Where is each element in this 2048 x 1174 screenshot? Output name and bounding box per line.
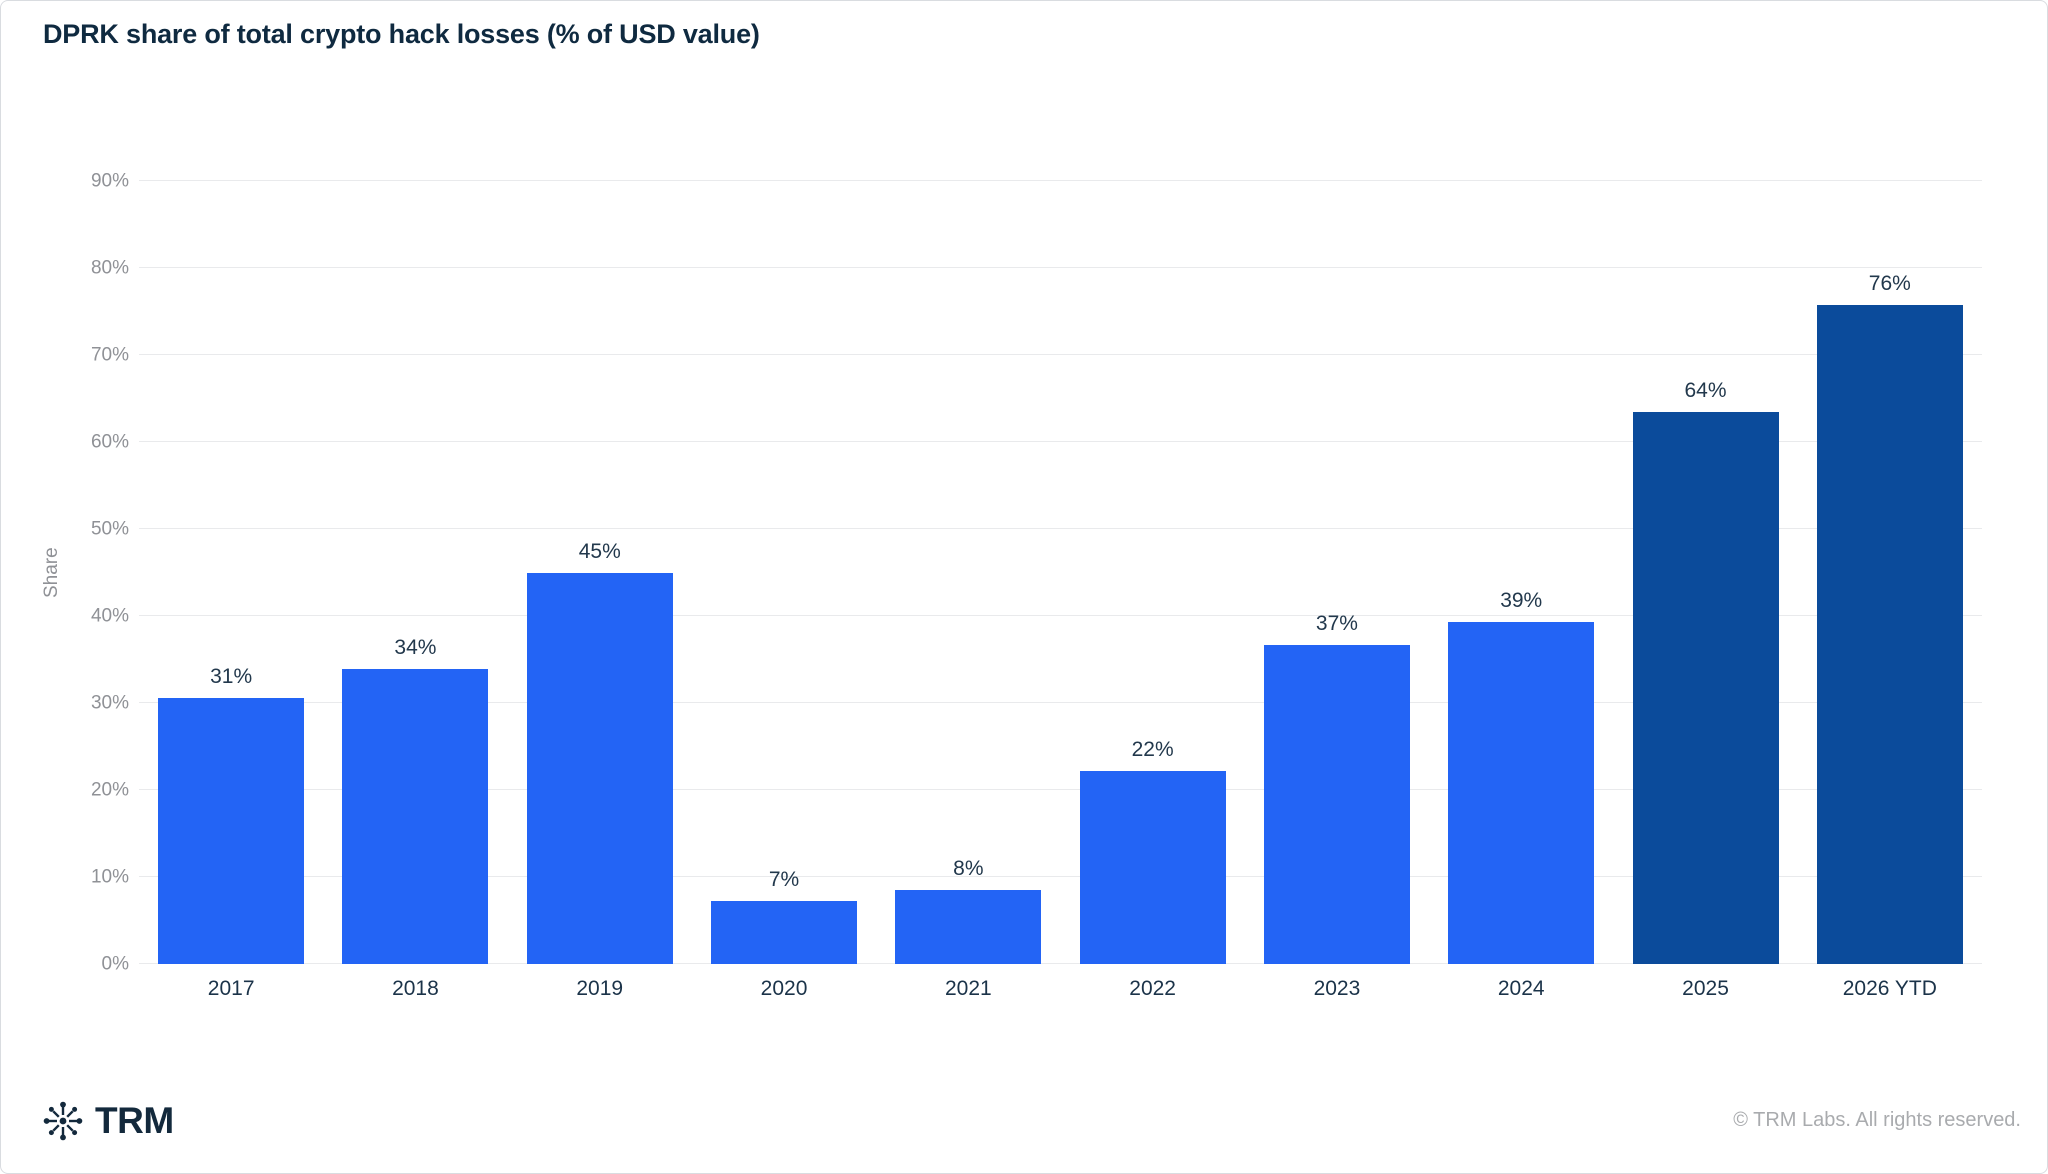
x-tick-label-2019: 2019 [576, 977, 624, 1000]
bar-slot-2018: 34% [323, 181, 507, 964]
bar-2020 [711, 900, 858, 964]
gridline-10% [139, 876, 1982, 877]
bar-2022 [1079, 770, 1226, 964]
y-tick-label: 20% [90, 779, 129, 801]
x-tick-label-2024: 2024 [1497, 977, 1545, 1000]
gridline-80% [139, 267, 1982, 268]
bar-value-label-2019: 45% [578, 540, 621, 564]
bar-2019 [526, 573, 673, 964]
bar-slot-2024: 39% [1429, 181, 1613, 964]
bar-value-label-2026 YTD: 76% [1868, 271, 1911, 295]
x-tick-label-2023: 2023 [1313, 977, 1361, 1000]
bars-container: 31% 34% 45% 7% 8% 22% 37% 39% 64% 76% [139, 181, 1982, 964]
y-tick-label: 30% [90, 692, 129, 714]
bar-2025 [1632, 411, 1779, 964]
bar-slot-2019: 45% [508, 181, 692, 964]
bar-value-label-2023: 37% [1315, 611, 1358, 635]
bar-slot-2026 YTD: 76% [1798, 181, 1982, 964]
bar-slot-2017: 31% [139, 181, 323, 964]
x-tick-label-2022: 2022 [1129, 977, 1176, 1000]
gridline-50% [139, 528, 1982, 529]
bar-value-label-2025: 64% [1684, 378, 1727, 402]
gridline-30% [139, 702, 1982, 704]
y-tick-label: 80% [90, 257, 129, 279]
gridline-40% [139, 615, 1982, 616]
y-axis-title: Share [41, 547, 62, 598]
bar-value-label-2017: 31% [210, 664, 253, 688]
trm-wordmark: TRM [95, 1100, 174, 1141]
x-tick-label-2025: 2025 [1682, 977, 1729, 1000]
y-tick-label: 70% [90, 344, 129, 366]
bar-slot-2021: 8% [876, 181, 1060, 964]
trm-logo: TRM [41, 1099, 174, 1143]
chart-title: DPRK share of total crypto hack losses (… [43, 19, 760, 49]
y-tick-label: 50% [90, 518, 129, 540]
gridline-20% [139, 789, 1982, 790]
bar-2024 [1448, 622, 1595, 964]
y-tick-label: 0% [101, 953, 129, 975]
bar-2018 [342, 669, 489, 964]
bar-slot-2020: 7% [692, 181, 876, 964]
y-tick-label: 10% [90, 866, 129, 888]
y-tick-label: 40% [90, 605, 129, 627]
y-tick-label: 90% [90, 170, 129, 192]
gridline-70% [139, 354, 1982, 355]
x-tick-label-2018: 2018 [392, 977, 439, 1000]
x-tick-label-2020: 2020 [760, 977, 808, 1000]
gridline-0% [139, 963, 1982, 964]
plot-area: 0% 10% 20% 30% 40% 50% 60% 70% 80% 90% 31% 34% 45% 7%… [91, 172, 1982, 1000]
bar-value-label-2022: 22% [1131, 737, 1174, 761]
bar-value-label-2020: 7% [768, 867, 800, 891]
x-axis-labels: 2017 2018 2019 2020 2021 2022 2023 2024 2025 2026… [139, 964, 1982, 1001]
bar-slot-2025: 64% [1613, 181, 1797, 964]
bar-value-label-2024: 39% [1500, 589, 1543, 613]
gridline-60% [139, 441, 1982, 443]
bar-value-label-2018: 34% [394, 636, 437, 660]
x-tick-label-2017: 2017 [207, 977, 255, 1000]
x-tick-label-2026 YTD: 2026 YTD [1842, 977, 1937, 1000]
bar-slot-2022: 22% [1060, 181, 1244, 964]
copyright-text: © TRM Labs. All rights reserved. [1733, 1109, 2021, 1131]
bar-2026 YTD [1816, 304, 1963, 964]
trm-starburst-icon [43, 1101, 83, 1141]
y-tick-label: 60% [90, 431, 129, 453]
bar-2023 [1263, 644, 1410, 964]
bar-2017 [158, 697, 305, 964]
gridline-90% [139, 180, 1982, 181]
bar-2021 [895, 890, 1042, 964]
bar-slot-2023: 37% [1245, 181, 1429, 964]
x-tick-label-2021: 2021 [944, 977, 992, 1000]
bar-value-label-2021: 8% [953, 857, 984, 881]
